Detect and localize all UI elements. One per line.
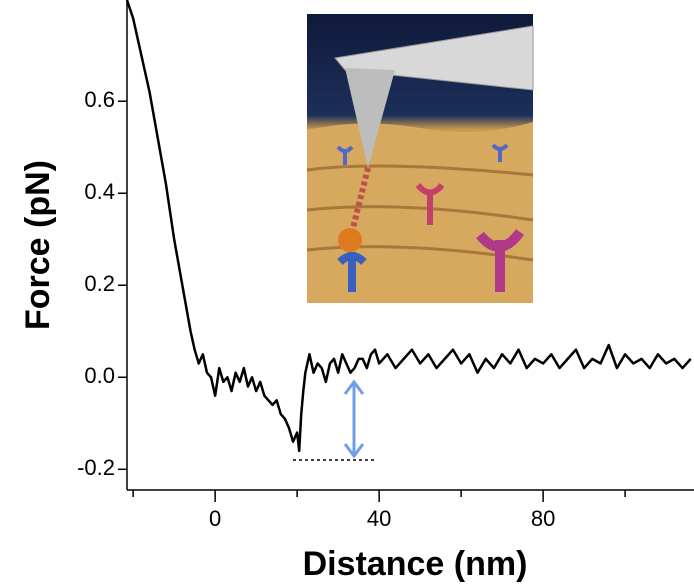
y-tick-label: 0.0 xyxy=(84,363,115,388)
y-tick-label: -0.2 xyxy=(77,455,115,480)
x-axis-title: Distance (nm) xyxy=(303,545,528,583)
x-tick-label: 80 xyxy=(531,506,555,531)
x-tick-label: 0 xyxy=(209,506,221,531)
inset-illustration xyxy=(306,14,534,303)
x-tick-label: 40 xyxy=(367,506,391,531)
data-line xyxy=(125,0,692,453)
y-tick-label: 0.4 xyxy=(84,179,115,204)
y-tick-label: 0.6 xyxy=(84,87,115,112)
rupture-arrow xyxy=(343,379,365,459)
y-tick-label: 0.2 xyxy=(84,271,115,296)
y-axis-title: Force (pN) xyxy=(19,160,57,330)
